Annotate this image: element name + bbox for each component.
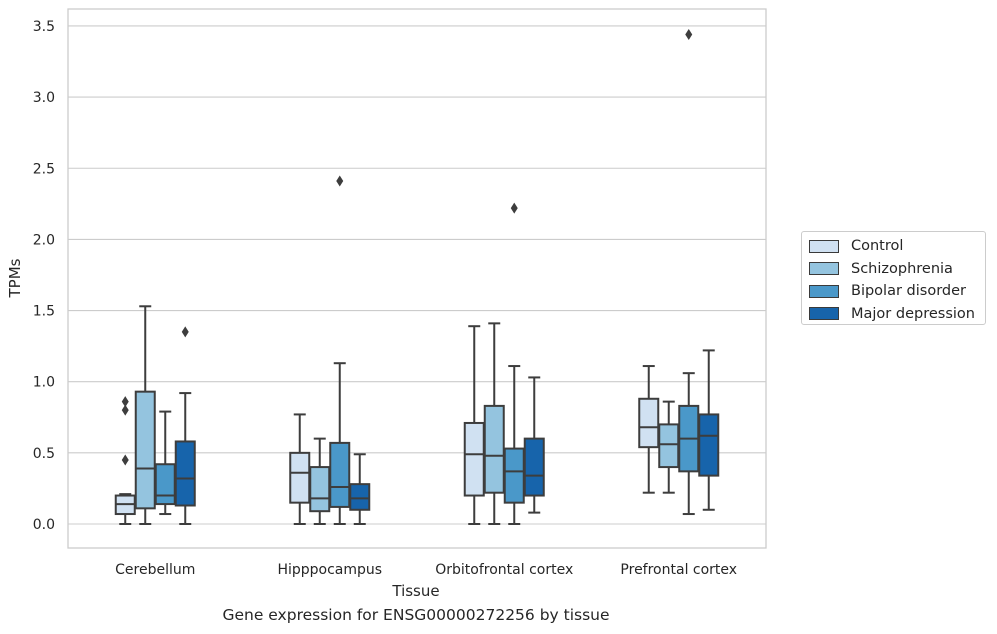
y-tick-label: 1.0 <box>33 375 55 391</box>
box <box>698 349 720 511</box>
box <box>174 326 196 525</box>
box-body <box>309 466 331 513</box>
y-tick-label: 2.5 <box>33 161 55 177</box>
legend-label: Schizophrenia <box>851 260 953 277</box>
outlier-marker <box>181 326 189 338</box>
box-body <box>174 440 196 507</box>
box <box>638 365 660 494</box>
outlier-marker <box>685 28 693 40</box>
y-tick-label: 0.0 <box>33 517 55 533</box>
box <box>134 305 156 525</box>
y-tick-label: 3.0 <box>33 90 55 106</box>
x-tick-label: Orbitofrontal cortex <box>435 562 573 578</box>
x-tick-labels: Cerebellum Hipppocampus Orbitofrontal cort… <box>115 562 737 578</box>
box <box>523 376 545 514</box>
y-tick-label: 2.0 <box>33 232 55 248</box>
outlier-marker <box>510 202 518 214</box>
legend: Control Schizophrenia Bipolar disorder Majo… <box>801 231 986 325</box>
box-body <box>154 463 176 506</box>
box <box>154 410 176 516</box>
legend-item: Schizophrenia <box>809 258 985 281</box>
legend-label: Major depression <box>851 305 975 322</box>
box <box>463 325 485 525</box>
legend-swatch <box>809 239 839 253</box>
legend-swatch <box>809 262 839 276</box>
box <box>309 437 331 525</box>
box-body <box>638 397 660 449</box>
legend-swatch <box>809 284 839 298</box>
outlier-marker <box>121 404 129 416</box>
x-tick-label: Cerebellum <box>115 562 195 578</box>
box-body <box>523 437 545 497</box>
y-axis-title: TPMs <box>6 258 24 298</box>
box <box>114 396 136 525</box>
box <box>349 453 371 525</box>
box-series <box>114 28 720 525</box>
box-body <box>349 483 371 511</box>
x-tick-label: Prefrontal cortex <box>620 562 737 578</box>
plot-frame <box>67 8 767 549</box>
legend-item: Control <box>809 235 985 258</box>
x-tick-label: Hipppocampus <box>277 562 382 578</box>
legend-item: Major depression <box>809 303 985 326</box>
legend-label: Control <box>851 238 904 255</box>
box <box>329 175 351 525</box>
legend-swatch <box>809 307 839 321</box>
series-schizophrenia <box>134 305 680 525</box>
legend-item: Bipolar disorder <box>809 280 985 303</box>
box <box>658 400 680 494</box>
box-body <box>698 413 720 477</box>
x-axis-title: Tissue <box>391 582 439 600</box>
legend-label: Bipolar disorder <box>851 283 966 300</box>
box-body <box>658 423 680 469</box>
y-tick-labels: 0.0 0.5 1.0 1.5 2.0 2.5 3.0 3.5 <box>33 19 55 533</box>
series-major-depression <box>174 326 720 525</box>
outlier-marker <box>121 396 129 408</box>
box <box>503 202 525 525</box>
series-bipolar-disorder <box>154 28 700 525</box>
box-body <box>134 390 156 510</box>
y-tick-label: 3.5 <box>33 19 55 35</box>
outlier-marker <box>121 454 129 466</box>
series-control <box>114 325 660 525</box>
box-body <box>483 404 505 494</box>
box <box>289 413 311 525</box>
box-body <box>329 441 351 508</box>
box-body <box>503 447 525 504</box>
box <box>678 28 700 516</box>
box <box>483 322 505 525</box>
y-tick-label: 0.5 <box>33 446 55 462</box>
box-body <box>463 421 485 497</box>
outlier-marker <box>336 175 344 187</box>
box-body <box>289 451 311 504</box>
figure-caption: Gene expression for ENSG00000272256 by t… <box>222 606 610 624</box>
y-tick-label: 1.5 <box>33 304 55 320</box>
